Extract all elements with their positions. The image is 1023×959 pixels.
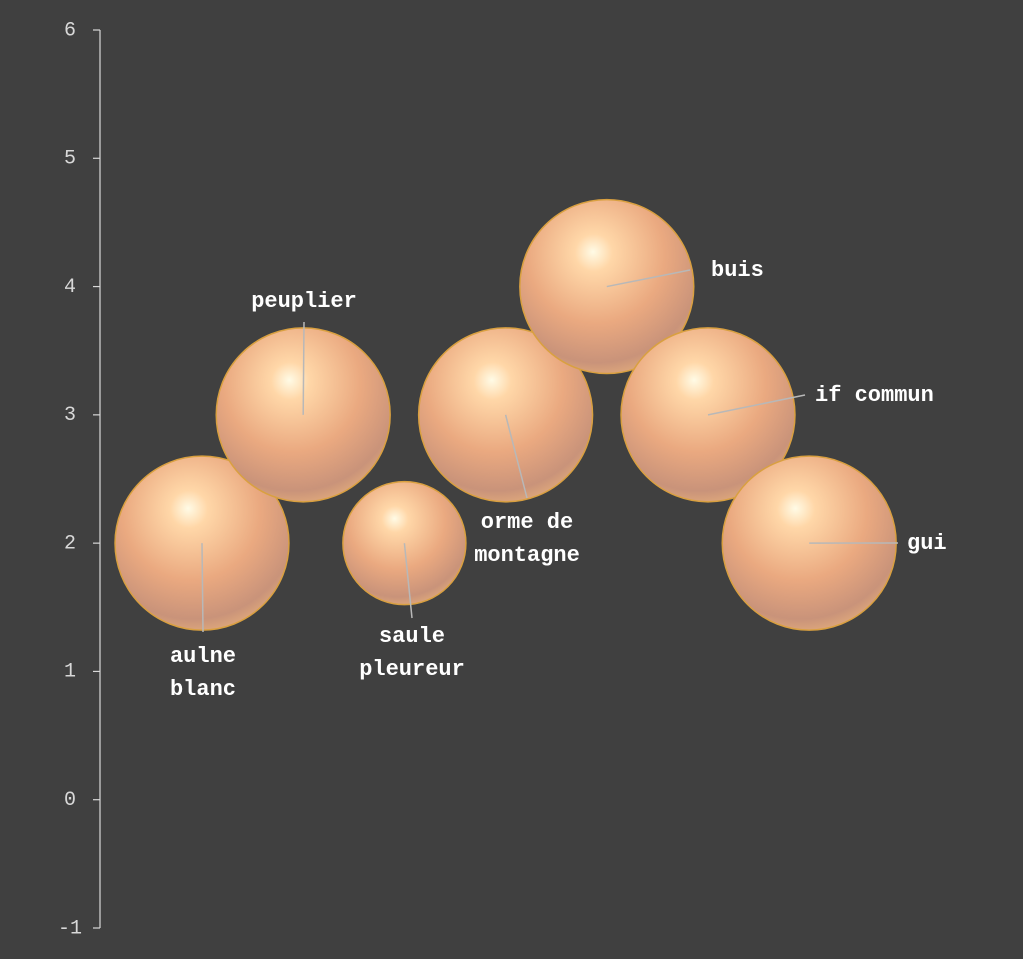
- y-tick-label: 1: [64, 661, 76, 684]
- y-tick-label: 5: [64, 148, 76, 171]
- data-label-line: montagne: [474, 543, 580, 568]
- y-tick-label: 4: [64, 276, 76, 299]
- label-leader: [403, 543, 413, 619]
- y-tick-label: -1: [58, 917, 82, 940]
- data-label: aulne blanc: [170, 644, 236, 702]
- data-label: saule pleureur: [359, 624, 465, 682]
- data-label-line: blanc: [170, 677, 236, 702]
- y-tick-label: 2: [64, 532, 76, 555]
- data-label-line: saule: [379, 624, 445, 649]
- data-label: if commun: [815, 383, 934, 408]
- data-label: orme de montagne: [474, 510, 580, 568]
- label-leader: [707, 394, 806, 416]
- data-label-line: aulne: [170, 644, 236, 669]
- label-leader: [606, 269, 691, 288]
- label-leader: [504, 414, 528, 499]
- label-leader: [201, 543, 204, 633]
- data-label-line: pleureur: [359, 657, 465, 682]
- data-label: gui: [907, 531, 947, 556]
- y-tick-label: 0: [64, 789, 76, 812]
- data-label: buis: [711, 258, 764, 283]
- y-tick-label: 3: [64, 404, 76, 427]
- data-label-line: orme de: [481, 510, 573, 535]
- y-tick-label: 6: [64, 19, 76, 42]
- label-leader: [302, 321, 305, 415]
- data-label: peuplier: [251, 289, 357, 314]
- bubble: [342, 480, 467, 606]
